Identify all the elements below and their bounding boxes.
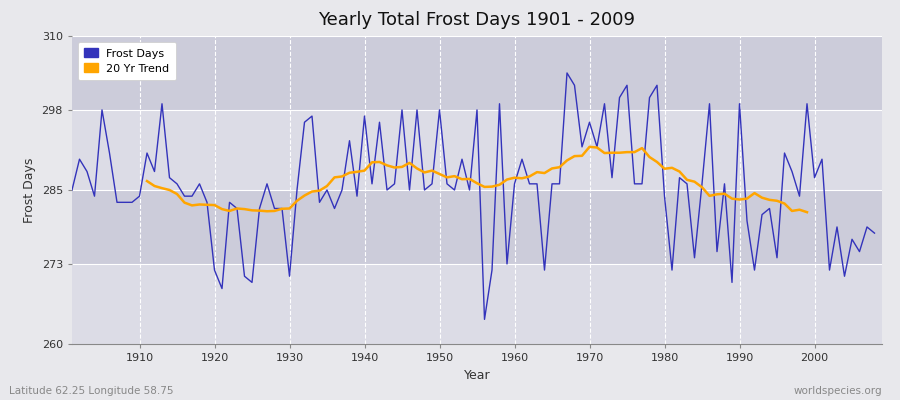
Frost Days <box>771 255 782 260</box>
20 Yr Trend <box>209 203 220 208</box>
Text: Latitude 62.25 Longitude 58.75: Latitude 62.25 Longitude 58.75 <box>9 386 174 396</box>
Frost Days <box>442 182 453 186</box>
20 Yr Trend <box>802 210 813 214</box>
Bar <box>72 264 882 344</box>
Bar <box>72 190 882 264</box>
Legend: Frost Days, 20 Yr Trend: Frost Days, 20 Yr Trend <box>77 42 176 80</box>
Frost Days <box>869 231 880 236</box>
X-axis label: Year: Year <box>464 368 490 382</box>
Frost Days <box>149 169 160 174</box>
Y-axis label: Frost Days: Frost Days <box>23 157 36 223</box>
Title: Yearly Total Frost Days 1901 - 2009: Yearly Total Frost Days 1901 - 2009 <box>319 11 635 29</box>
Line: Frost Days: Frost Days <box>72 73 875 319</box>
Frost Days <box>194 182 205 186</box>
20 Yr Trend <box>224 208 235 213</box>
Frost Days <box>479 317 490 322</box>
20 Yr Trend <box>479 184 490 189</box>
Frost Days <box>67 188 77 192</box>
Text: worldspecies.org: worldspecies.org <box>794 386 882 396</box>
20 Yr Trend <box>141 179 152 184</box>
Frost Days <box>787 169 797 174</box>
Bar <box>72 110 882 190</box>
20 Yr Trend <box>276 206 287 211</box>
20 Yr Trend <box>584 144 595 149</box>
20 Yr Trend <box>734 197 745 202</box>
Frost Days <box>719 182 730 186</box>
Line: 20 Yr Trend: 20 Yr Trend <box>147 147 807 212</box>
20 Yr Trend <box>397 164 408 169</box>
Frost Days <box>562 70 572 75</box>
Bar <box>72 36 882 110</box>
